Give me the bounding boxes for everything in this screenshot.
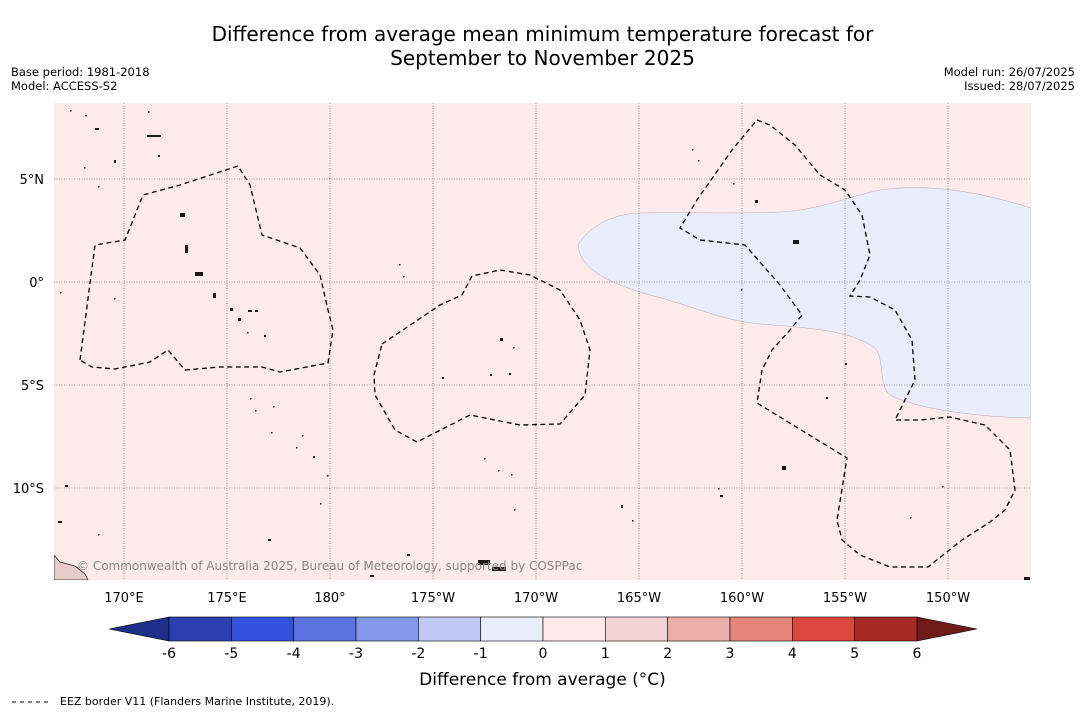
colorbar-segment bbox=[605, 616, 668, 642]
colorbar-segment bbox=[168, 616, 232, 642]
colorbar-segment bbox=[231, 616, 294, 642]
colorbar-tick-labels: -6 -5 -4 -3 -2 -1 0 1 2 3 4 5 6 bbox=[162, 646, 922, 662]
grid-lines bbox=[54, 103, 1031, 580]
colorbar-tick-label: -3 bbox=[349, 646, 363, 662]
colorbar-tick-label: -1 bbox=[474, 646, 488, 662]
longitude-labels: 170°E 175°E 180° 175°W 170°W 165°W 160°W… bbox=[104, 591, 970, 606]
lat-label: 0° bbox=[29, 276, 44, 291]
colorbar-segment bbox=[667, 616, 731, 642]
eez-borders bbox=[79, 119, 1016, 568]
model-run: Model run: 26/07/2025 bbox=[943, 65, 1075, 79]
title-line-2: September to November 2025 bbox=[390, 46, 695, 70]
colorbar-tick-label: -6 bbox=[162, 646, 176, 662]
lon-label: 165°W bbox=[617, 591, 661, 606]
colorbar-segment bbox=[792, 616, 855, 642]
eez-phoenix-border bbox=[373, 269, 591, 443]
lon-label: 175°W bbox=[411, 591, 455, 606]
colorbar-tick-label: 0 bbox=[539, 646, 548, 662]
model-name: Model: ACCESS-S2 bbox=[11, 79, 118, 93]
meta-right: Model run: 26/07/2025 Issued: 28/07/2025 bbox=[944, 65, 1075, 93]
meta-left: Base period: 1981-2018 Model: ACCESS-S2 bbox=[11, 65, 150, 93]
colorbar-tick-label: 1 bbox=[601, 646, 610, 662]
latitude-labels: 5°N 0° 5°S 10°S bbox=[13, 173, 44, 497]
colorbar bbox=[108, 616, 978, 642]
colorbar-segment bbox=[542, 616, 606, 642]
eez-line-islands-border bbox=[679, 119, 1016, 568]
eez-tuvalu-border bbox=[79, 165, 334, 373]
colorbar-segment bbox=[729, 616, 793, 642]
title-line-1: Difference from average mean minimum tem… bbox=[211, 22, 874, 46]
lon-label: 150°W bbox=[926, 591, 970, 606]
lon-label: 170°E bbox=[104, 591, 144, 606]
colorbar-tick-label: -5 bbox=[224, 646, 238, 662]
lon-label: 160°W bbox=[720, 591, 764, 606]
lat-label: 10°S bbox=[13, 482, 44, 497]
lon-label: 170°W bbox=[514, 591, 558, 606]
colorbar-tick-label: 3 bbox=[726, 646, 735, 662]
colorbar-tick-label: -4 bbox=[287, 646, 301, 662]
colorbar-tick-label: 6 bbox=[913, 646, 922, 662]
colorbar-tick-label: 5 bbox=[850, 646, 859, 662]
base-period: Base period: 1981-2018 bbox=[11, 65, 150, 79]
copyright-notice: © Commonwealth of Australia 2025, Bureau… bbox=[77, 559, 582, 573]
colorbar-segment bbox=[418, 616, 481, 642]
colorbar-segment bbox=[355, 616, 419, 642]
issued-date: Issued: 28/07/2025 bbox=[964, 79, 1075, 93]
colorbar-extend-low bbox=[108, 616, 170, 642]
eez-legend-text: EEZ border V11 (Flanders Marine Institut… bbox=[60, 695, 335, 708]
colorbar-segment bbox=[293, 616, 357, 642]
colorbar-segment bbox=[480, 616, 544, 642]
colorbar-tick-label: 4 bbox=[788, 646, 797, 662]
colorbar-tick-label: -2 bbox=[411, 646, 425, 662]
colorbar-segment bbox=[854, 616, 918, 642]
lon-label: 155°W bbox=[823, 591, 867, 606]
islands bbox=[54, 110, 1030, 580]
lon-label: 180° bbox=[314, 591, 345, 606]
colorbar-extend-high bbox=[916, 616, 978, 642]
lon-label: 175°E bbox=[207, 591, 247, 606]
colorbar-title: Difference from average (°C) bbox=[419, 670, 666, 690]
colorbar-tick-label: 2 bbox=[663, 646, 672, 662]
lat-label: 5°S bbox=[21, 379, 44, 394]
lat-label: 5°N bbox=[20, 173, 45, 188]
